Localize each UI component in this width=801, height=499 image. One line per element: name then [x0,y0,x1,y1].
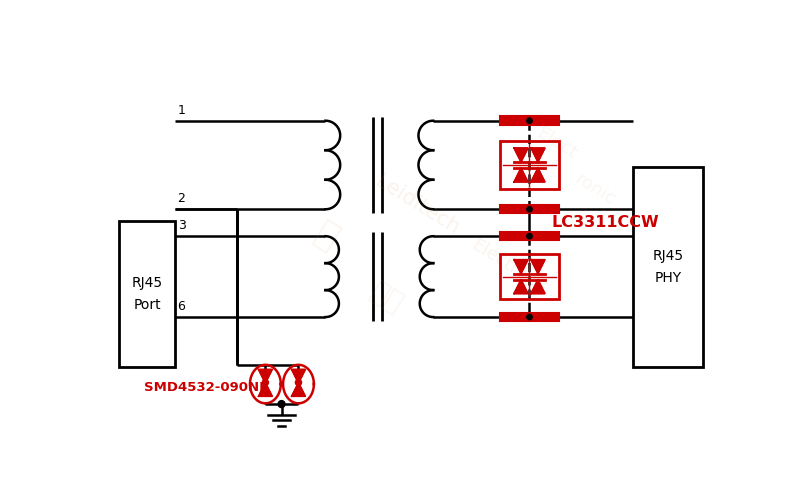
Polygon shape [531,280,545,293]
Bar [634,167,702,367]
Bar [500,205,559,214]
Text: Leiditech: Leiditech [372,172,463,239]
Polygon shape [259,383,272,396]
Polygon shape [531,168,545,182]
Circle shape [527,234,532,239]
Polygon shape [514,280,528,293]
Polygon shape [292,383,305,396]
Text: RJ45: RJ45 [653,249,683,263]
Text: RJ45: RJ45 [131,276,163,290]
Circle shape [296,379,301,386]
Bar [119,221,175,367]
Circle shape [527,207,532,212]
Text: 电子: 电子 [365,277,409,318]
Bar [500,116,559,125]
Text: LC3311CCW: LC3311CCW [551,215,658,230]
Bar [500,254,559,299]
Bar [500,232,559,241]
Polygon shape [531,259,545,273]
Polygon shape [514,168,528,182]
Circle shape [527,118,532,123]
Text: Port: Port [133,298,161,312]
Circle shape [527,314,532,320]
Polygon shape [514,148,528,162]
Text: 2: 2 [178,193,186,206]
Polygon shape [514,259,528,273]
Text: PHY: PHY [654,271,682,285]
Text: Electronic: Electronic [468,236,553,298]
Bar [500,141,559,189]
Text: ronic: ronic [571,171,618,210]
Text: 卯: 卯 [308,216,344,256]
Circle shape [262,379,268,386]
Text: 1: 1 [178,104,186,117]
Text: Elect: Elect [533,124,580,163]
Text: SMD4532-090NF: SMD4532-090NF [144,381,268,394]
Polygon shape [531,148,545,162]
Polygon shape [292,369,305,383]
Text: 6: 6 [178,300,186,313]
Bar [500,313,559,321]
Circle shape [278,401,285,408]
Text: 3: 3 [178,220,186,233]
Polygon shape [259,369,272,383]
